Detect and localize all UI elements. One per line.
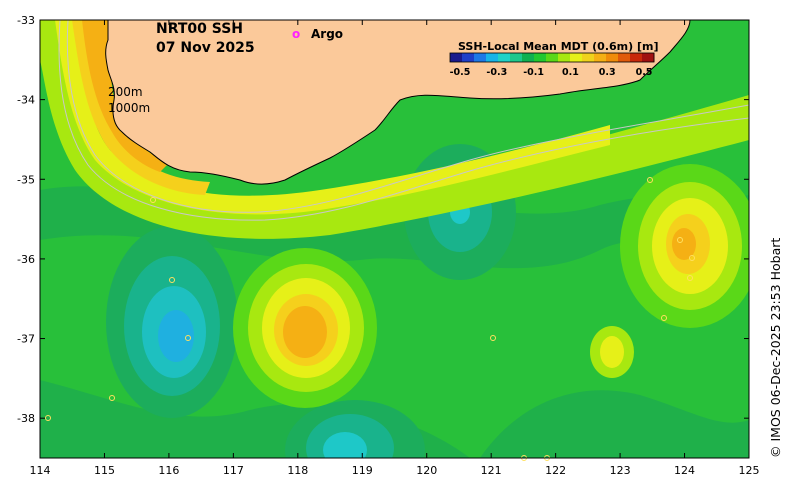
x-tick-label: 123	[610, 464, 631, 477]
colorbar-tick-label: -0.5	[450, 67, 471, 78]
argo-float-marker	[490, 335, 496, 341]
colorbar-swatch	[486, 53, 499, 62]
argo-float-marker	[677, 237, 683, 243]
cold-eddy-south	[285, 400, 425, 458]
argo-float-marker	[687, 275, 693, 281]
colorbar-swatches	[450, 53, 655, 62]
credit-text: © IMOS 06-Dec-2025 23:53 Hobart	[768, 237, 783, 458]
x-tick-label: 116	[158, 464, 179, 477]
cold-eddy-west	[106, 226, 238, 418]
x-tick-label: 122	[545, 464, 566, 477]
argo-float-marker	[150, 197, 156, 203]
argo-float-marker	[661, 315, 667, 321]
y-tick-label: -38	[17, 412, 35, 425]
colorbar-swatch	[630, 53, 643, 62]
colorbar-tick-label: 0.1	[562, 67, 579, 78]
contour-label-200m: 200m	[108, 85, 143, 99]
ssh-field	[40, 20, 749, 458]
plot-frame	[39, 19, 750, 459]
colorbar: SSH-Local Mean MDT (0.6m) [m] -0.5 -0.3 -0…	[449, 40, 658, 78]
colorbar-tick-label: -0.1	[523, 67, 544, 78]
ssh-band-dark-3	[480, 390, 749, 458]
colorbar-swatch	[522, 53, 535, 62]
colorbar-swatch	[618, 53, 631, 62]
y-tick-label: -35	[17, 173, 35, 186]
argo-float-marker	[647, 177, 653, 183]
colorbar-tick-label: 0.3	[599, 67, 616, 78]
leeuwin-current	[40, 20, 749, 239]
argo-float-marker	[185, 335, 191, 341]
x-tick-label: 114	[30, 464, 51, 477]
argo-float-marker	[169, 277, 175, 283]
colorbar-swatch	[462, 53, 475, 62]
argo-float-marker	[689, 255, 695, 261]
x-tick-label: 121	[481, 464, 502, 477]
colorbar-swatch	[510, 53, 523, 62]
colorbar-swatch	[594, 53, 607, 62]
colorbar-frame	[449, 52, 655, 63]
colorbar-swatch	[546, 53, 559, 62]
colorbar-swatch	[642, 53, 655, 62]
argo-legend: o Argo	[292, 27, 343, 41]
colorbar-tick-label: -0.3	[486, 67, 507, 78]
x-tick-label: 119	[352, 464, 373, 477]
contour-200m	[66, 20, 749, 213]
warm-eddy-central	[233, 248, 377, 408]
colorbar-swatch	[606, 53, 619, 62]
colorbar-swatch	[534, 53, 547, 62]
x-tick-label: 120	[416, 464, 437, 477]
y-axis: -33 -34 -35 -36 -37 -38	[17, 14, 749, 425]
argo-float-marker	[109, 395, 115, 401]
y-tick-label: -34	[17, 94, 35, 107]
y-tick-label: -33	[17, 14, 35, 27]
x-tick-label: 117	[223, 464, 244, 477]
contour-1000m	[58, 20, 749, 221]
warm-patch-south	[590, 326, 634, 378]
x-tick-label: 115	[94, 464, 115, 477]
colorbar-swatch	[558, 53, 571, 62]
title-product: NRT00 SSH	[156, 21, 243, 37]
x-tick-label: 118	[287, 464, 308, 477]
colorbar-swatch	[570, 53, 583, 62]
argo-legend-label: Argo	[311, 27, 343, 41]
argo-float-marker	[45, 415, 51, 421]
colorbar-swatch	[582, 53, 595, 62]
colorbar-swatch	[450, 53, 463, 62]
title-date: 07 Nov 2025	[156, 40, 255, 56]
argo-legend-marker: o	[292, 27, 300, 41]
colorbar-swatch	[498, 53, 511, 62]
bathymetry-contours	[58, 20, 749, 221]
ssh-band-dark-1	[40, 186, 749, 269]
colorbar-ticks: -0.5 -0.3 -0.1 0.1 0.3 0.5	[450, 67, 653, 78]
warm-eddy-east	[620, 164, 749, 328]
x-axis: 114 115 116 117 118 119 120 121 122 123 124 125	[30, 20, 760, 477]
colorbar-tick-label: 0.5	[636, 67, 653, 78]
x-tick-label: 125	[739, 464, 760, 477]
x-tick-label: 124	[674, 464, 695, 477]
colorbar-title: SSH-Local Mean MDT (0.6m) [m]	[458, 40, 658, 53]
y-tick-label: -36	[17, 253, 35, 266]
y-tick-label: -37	[17, 333, 35, 346]
colorbar-swatch	[474, 53, 487, 62]
contour-label-1000m: 1000m	[108, 101, 150, 115]
